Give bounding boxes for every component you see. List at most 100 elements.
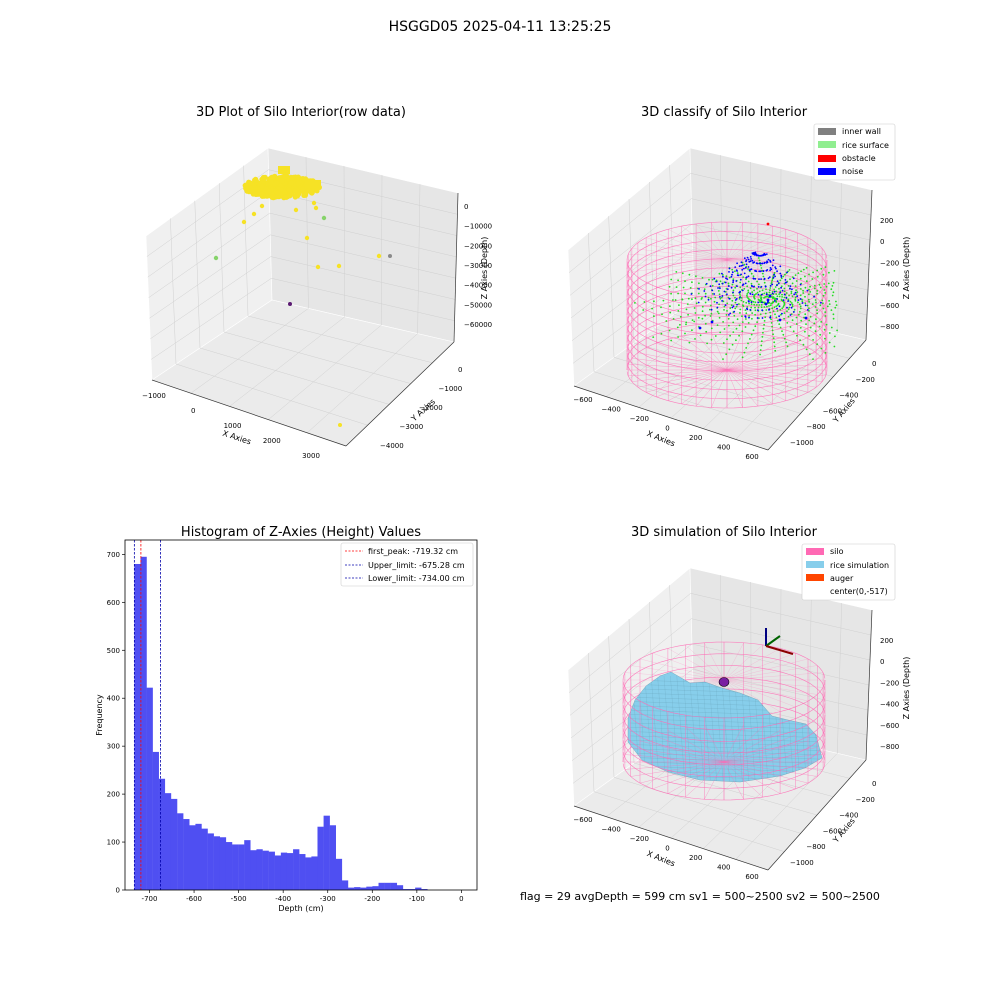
rice-surface-point <box>799 326 802 329</box>
rice-surface-point <box>780 298 783 301</box>
legend-auger: auger <box>830 574 854 583</box>
silo-radial-line <box>630 761 725 777</box>
histogram-bar <box>280 852 288 890</box>
noise-point <box>739 278 742 281</box>
silo-radial-line <box>726 339 786 371</box>
rice-surface-point <box>760 306 763 309</box>
rice-surface-point <box>745 301 748 304</box>
mesh-line <box>651 675 660 782</box>
x-tick-label: -600 <box>186 895 202 903</box>
noise-point <box>799 298 802 300</box>
noise-point <box>743 272 746 275</box>
z-tick-label: −50000 <box>464 301 492 309</box>
rice-surface-point <box>739 293 741 296</box>
z-tick-label: −400 <box>880 281 899 289</box>
rice-surface-point <box>714 335 717 337</box>
rice-surface-point <box>835 300 837 303</box>
gridline <box>808 595 812 747</box>
noise-point <box>715 280 718 283</box>
silo-radial-line <box>723 754 824 763</box>
rice-surface-point <box>732 331 735 333</box>
noise-point <box>760 286 763 288</box>
rice-surface-point <box>782 333 785 336</box>
gridline <box>268 325 382 420</box>
noise-point <box>721 295 724 297</box>
histogram-x-axis-label: Depth (cm) <box>278 904 323 913</box>
noise-point <box>766 298 770 302</box>
raw-cluster-point <box>268 179 274 185</box>
gridline <box>270 234 456 279</box>
rice-surface-point <box>760 340 763 343</box>
silo-radial-line <box>726 259 786 291</box>
noise-point <box>722 275 724 278</box>
rice-surface-point <box>643 301 646 303</box>
silo-radial-line <box>668 229 728 261</box>
noise-point <box>748 316 750 319</box>
rice-surface-point <box>779 290 782 293</box>
noise-point <box>736 303 738 306</box>
raw-outlier-point <box>321 215 327 221</box>
y-tick-label: 0 <box>872 360 876 368</box>
noise-point <box>772 276 775 279</box>
raw-outlier-point <box>313 205 319 211</box>
noise-point <box>747 266 750 268</box>
histogram-bar <box>329 825 336 890</box>
rice-surface-point <box>794 296 797 299</box>
rice-surface-point <box>757 257 760 259</box>
x-tick-label: -200 <box>364 895 380 903</box>
rice-surface-point <box>808 273 810 276</box>
noise-point <box>801 302 804 304</box>
rice-surface-point <box>835 304 838 306</box>
silo-radial-line <box>631 358 728 371</box>
rice-surface-point <box>796 291 799 293</box>
noise-point <box>739 296 741 299</box>
rice-surface-point <box>808 307 810 310</box>
rice-surface-point <box>791 303 794 306</box>
simulation-legend: silo rice simulation auger center(0,-517… <box>801 543 896 601</box>
rice-surface-point <box>731 343 734 346</box>
rice-surface-point <box>757 298 760 301</box>
noise-point <box>736 262 738 265</box>
gridline <box>837 182 842 334</box>
noise-point <box>789 303 792 306</box>
raw-z-axis-label: Z Axies (Depth) <box>480 237 489 300</box>
rice-surface-point <box>794 299 797 302</box>
rice-surface-point <box>736 272 739 274</box>
rice-surface-point <box>749 287 752 290</box>
rice-surface-point <box>755 293 757 295</box>
raw-tick-labels: −100001000200030000−1000−2000−3000−40000… <box>142 203 492 460</box>
noise-point <box>732 291 734 294</box>
rice-surface-point <box>678 304 680 306</box>
noise-point <box>790 306 793 309</box>
noise-point <box>763 252 766 255</box>
noise-point <box>760 293 763 296</box>
simulation-tick-labels: −600 −400 −200 0 200 400 600 0 −200 −400 −600 −800 −… <box>573 637 899 881</box>
noise-point <box>724 281 727 284</box>
rice-surface-point <box>778 323 781 325</box>
rice-surface-point <box>761 336 764 338</box>
rice-surface-point <box>809 285 811 288</box>
rice-surface-point <box>710 297 712 300</box>
rice-surface-point <box>783 317 785 320</box>
silo-radial-line <box>685 726 725 763</box>
silo-ring-back <box>622 665 826 704</box>
noise-point <box>723 290 726 293</box>
noise-point <box>786 271 788 274</box>
rice-surface-point <box>651 307 653 310</box>
noise-point <box>768 276 771 278</box>
noise-point <box>773 300 776 302</box>
rice-surface-point <box>784 273 786 276</box>
rice-surface-point <box>809 291 812 293</box>
raw-gridlines <box>146 156 459 447</box>
rice-surface-point <box>704 301 707 304</box>
raw-cluster-point <box>253 177 259 183</box>
y-tick-label: −1000 <box>790 859 814 867</box>
classify-plot: 3D classify of Silo Interior −600 −400 −20… <box>567 105 911 461</box>
rice-surface-point <box>728 324 730 327</box>
noise-point <box>718 283 721 286</box>
noise-point <box>757 309 759 312</box>
classify-tick-labels: −600 −400 −200 0 200 400 600 0 −200 −400 −600 −800 −… <box>573 217 899 461</box>
rice-surface-point <box>812 358 814 360</box>
noise-point <box>765 293 768 295</box>
rice-surface-point <box>772 333 774 336</box>
